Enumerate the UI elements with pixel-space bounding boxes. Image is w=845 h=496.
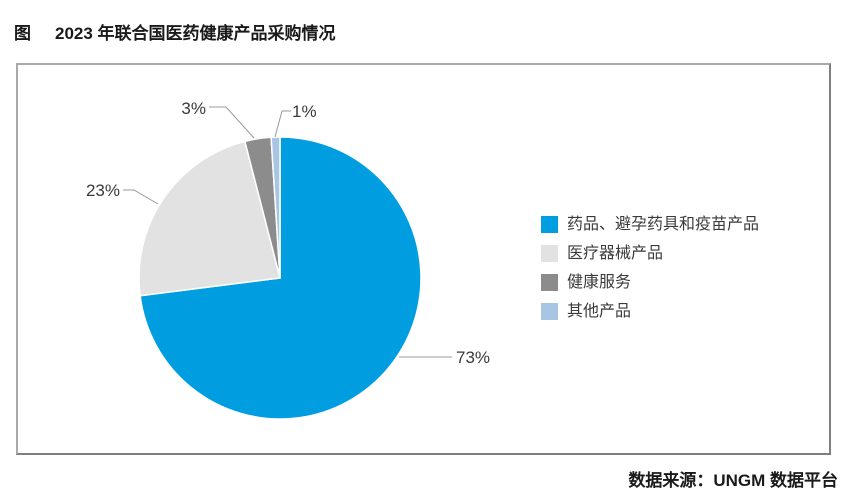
leader-line-1: [274, 110, 291, 138]
legend: 药品、避孕药具和疫苗产品 医疗器械产品 健康服务 其他产品: [541, 216, 759, 332]
pie-slice-23pct: [138, 140, 281, 297]
legend-swatch-health-services: [541, 274, 558, 291]
legend-label-devices: 医疗器械产品: [567, 244, 664, 262]
legend-label-other: 其他产品: [567, 302, 632, 320]
pie-label-23: 23%: [85, 181, 120, 200]
leader-lines: [123, 106, 452, 358]
legend-item-health-services: 健康服务: [541, 274, 759, 291]
pie-label-1: 1%: [292, 102, 317, 121]
legend-swatch-drugs: [541, 216, 558, 233]
legend-label-health-services: 健康服务: [567, 273, 632, 291]
leader-line-23: [123, 189, 159, 205]
legend-label-drugs: 药品、避孕药具和疫苗产品: [567, 215, 760, 233]
legend-item-other: 其他产品: [541, 303, 759, 320]
pie-label-3: 3%: [181, 99, 206, 118]
figure-title-prefix: 图: [14, 24, 31, 43]
legend-item-devices: 医疗器械产品: [541, 245, 759, 262]
leader-line-3: [209, 106, 255, 139]
figure-title-text: 2023 年联合国医药健康产品采购情况: [55, 24, 336, 43]
data-source-note: 数据来源：UNGM 数据平台: [628, 471, 838, 490]
figure-title: 图 2023 年联合国医药健康产品采购情况: [14, 19, 336, 44]
legend-item-drugs: 药品、避孕药具和疫苗产品: [541, 216, 759, 233]
pie-slices: [138, 136, 422, 420]
legend-swatch-other: [541, 303, 558, 320]
legend-swatch-devices: [541, 245, 558, 262]
pie-slice-1pct: [270, 136, 281, 279]
pie-label-73: 73%: [456, 348, 491, 367]
